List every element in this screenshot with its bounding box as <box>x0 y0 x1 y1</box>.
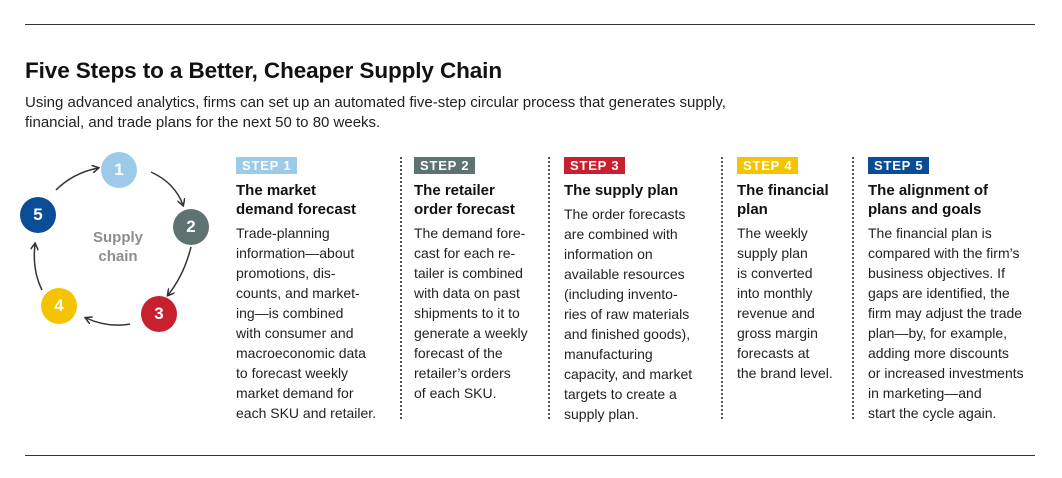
step-divider <box>400 157 402 419</box>
step-5-badge: STEP 5 <box>868 157 930 174</box>
step-2-badge: STEP 2 <box>414 157 476 174</box>
step-3-badge: STEP 3 <box>564 157 626 174</box>
step-3-node: 3 <box>141 296 177 332</box>
step-1-body: Trade-planning information—about promoti… <box>236 225 377 421</box>
step-divider <box>852 157 854 419</box>
step-5-node: 5 <box>20 197 56 233</box>
cycle-arrows <box>18 150 192 326</box>
arrow-1-to-2 <box>150 171 183 205</box>
step-divider <box>548 157 550 419</box>
step-3-node-label: 3 <box>154 304 164 323</box>
step-2-body: The demand fore- cast for each re- taile… <box>414 225 528 401</box>
supply-chain-cycle: 1 2 3 4 5 Supply chain <box>18 150 218 340</box>
step-4-column: STEP 4 The financial plan The weekly sup… <box>737 157 849 383</box>
cycle-center-label: Supply chain <box>92 229 143 265</box>
page-subtitle: Using advanced analytics, firms can set … <box>25 94 726 131</box>
step-1-column: STEP 1 The market demand forecast Trade-… <box>236 157 396 423</box>
step-2-node-label: 2 <box>186 217 196 236</box>
step-1-badge: STEP 1 <box>236 157 298 174</box>
step-4-node-label: 4 <box>54 296 64 315</box>
arrow-5-to-1 <box>55 168 98 191</box>
top-rule <box>25 24 1035 25</box>
step-2-column: STEP 2 The retailer order forecast The d… <box>414 157 546 403</box>
step-4-title: The financial plan <box>737 182 829 218</box>
step-2-title: The retailer order forecast <box>414 182 515 218</box>
step-1-node: 1 <box>101 152 137 188</box>
step-3-title: The supply plan <box>564 182 679 199</box>
step-1-title: The market demand forecast <box>236 182 357 218</box>
step-5-node-label: 5 <box>33 205 43 224</box>
step-2-node: 2 <box>173 209 209 245</box>
step-3-body: The order forecasts are combined with in… <box>564 206 693 422</box>
page-title: Five Steps to a Better, Cheaper Supply C… <box>25 58 502 83</box>
step-5-column: STEP 5 The alignment of plans and goals … <box>868 157 1043 423</box>
step-4-node: 4 <box>41 288 77 324</box>
step-5-title: The alignment of plans and goals <box>868 182 988 218</box>
step-divider <box>721 157 723 419</box>
arrow-2-to-3 <box>168 246 192 295</box>
step-1-node-label: 1 <box>114 160 124 179</box>
step-5-body: The financial plan is compared with the … <box>868 225 1024 421</box>
arrow-4-to-5 <box>34 244 43 291</box>
step-4-badge: STEP 4 <box>737 157 799 174</box>
bottom-rule <box>25 455 1035 456</box>
arrow-3-to-4 <box>86 318 131 326</box>
step-4-body: The weekly supply plan is converted into… <box>737 225 833 381</box>
step-3-column: STEP 3 The supply plan The order forecas… <box>564 157 719 424</box>
